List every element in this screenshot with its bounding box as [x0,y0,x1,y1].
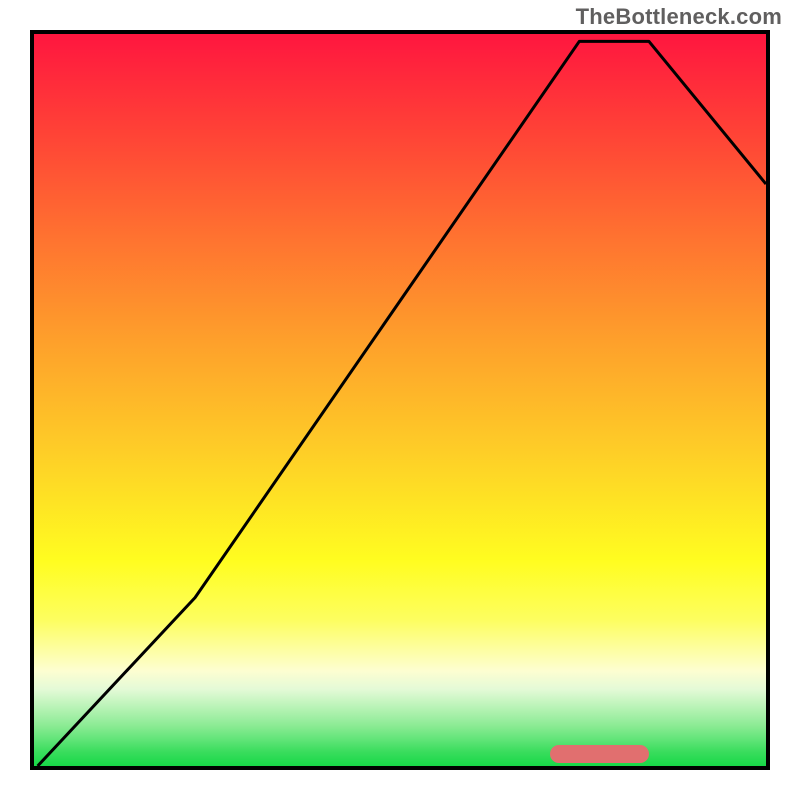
curve-path [38,41,766,766]
plot-frame [30,30,770,770]
watermark-label: TheBottleneck.com [576,4,782,30]
bottleneck-curve [34,34,766,766]
chart-canvas: TheBottleneck.com [0,0,800,800]
